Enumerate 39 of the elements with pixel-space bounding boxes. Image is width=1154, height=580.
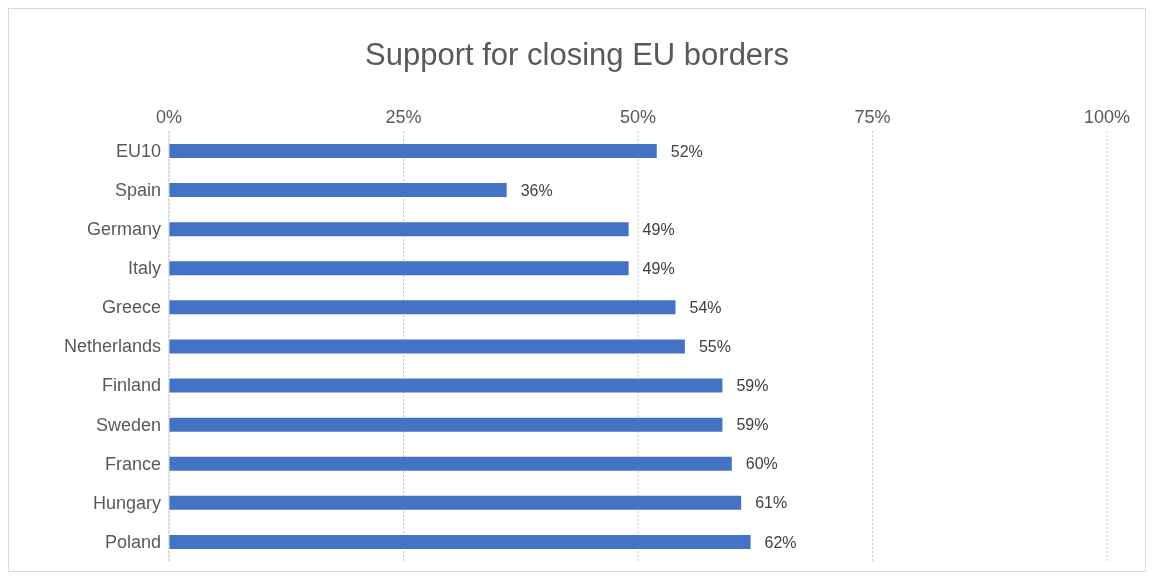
x-tick-label: 75% [854,107,891,127]
data-label: 62% [764,533,797,551]
y-tick-label: Finland [101,375,161,396]
x-tick-label: 100% [1083,107,1131,127]
y-tick-label: Hungary [92,492,161,513]
bar [169,534,751,549]
bar [169,144,657,158]
y-tick-label: France [104,453,161,474]
y-tick-label: Germany [86,219,161,240]
bar [169,378,723,393]
y-tick-label: Greece [101,297,161,318]
bar [169,417,723,432]
data-label: 54% [689,299,722,317]
bar [169,222,629,237]
data-label: 61% [755,494,788,512]
data-label: 52% [670,142,703,160]
x-tick-label: 25% [385,107,422,127]
x-tick-label: 50% [619,107,657,127]
data-label: 59% [736,377,769,395]
y-tick-label: EU10 [115,140,161,161]
bar [169,339,685,354]
bar [169,495,742,510]
y-tick-label: Sweden [95,414,161,435]
x-tick-label: 0% [155,107,183,127]
data-label: 60% [745,455,778,473]
y-tick-label: Netherlands [63,336,161,357]
chart-title: Support for closing EU borders [364,36,790,74]
bar [169,456,732,471]
y-tick-label: Italy [127,258,161,279]
data-label: 36% [520,181,553,199]
data-label: 59% [736,416,769,434]
bar [169,183,507,198]
data-label: 49% [642,259,675,277]
y-tick-label: Poland [104,531,161,552]
y-tick-label: Spain [114,180,161,201]
bar [169,261,629,276]
data-label: 55% [698,338,731,356]
bar [169,300,676,315]
data-label: 49% [642,220,675,238]
